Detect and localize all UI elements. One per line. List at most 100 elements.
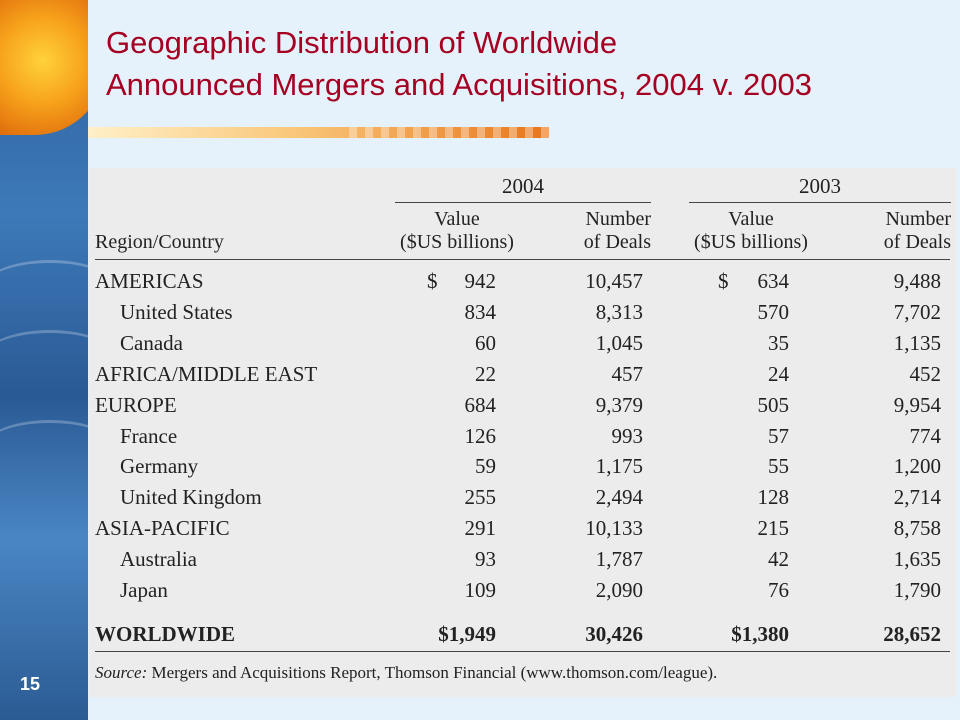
total-row: WORLDWIDE $1,949 30,426 $1,380 28,652 <box>89 622 956 652</box>
value-2004-header: Value ($US billions) <box>382 208 532 254</box>
value-2003: 76 <box>768 578 789 602</box>
deals-2004: 993 <box>611 423 644 448</box>
year-2003-header: 2003 <box>799 174 841 198</box>
table-row: AFRICA/MIDDLE EAST 22 457 24 452 <box>89 362 956 392</box>
value-2003: 55 <box>768 454 789 479</box>
total-label: WORLDWIDE <box>95 622 236 646</box>
row-name: EUROPE <box>95 392 177 417</box>
value-2003: 570 <box>757 299 790 324</box>
deals-2003: 1,635 <box>893 547 941 572</box>
header-line: ($US billions) <box>694 231 808 253</box>
deals-2004: 2,090 <box>595 578 643 602</box>
divider <box>395 202 651 203</box>
header-line: ($US billions) <box>400 231 514 253</box>
value-2003: 634 <box>757 269 790 293</box>
deals-2003: 1,200 <box>893 454 941 479</box>
value-2003: 505 <box>757 392 790 417</box>
row-name: Japan <box>120 578 168 602</box>
table-row: Canada 60 1,045 35 1,135 <box>89 331 956 361</box>
deals-2003: 1,790 <box>893 578 941 602</box>
slide-number: 15 <box>20 674 41 694</box>
value-2003: 215 <box>757 516 790 541</box>
value-2003-header: Value ($US billions) <box>676 208 826 254</box>
value-2004: 255 <box>464 485 497 510</box>
value-2003: 35 <box>768 330 789 355</box>
value-2004: 59 <box>475 454 496 479</box>
divider <box>689 202 951 203</box>
row-name: AMERICAS <box>95 269 204 293</box>
value-2004: 942 <box>464 269 497 293</box>
table-row: United States 834 8,313 570 7,702 <box>89 300 956 330</box>
deals-2003: 1,135 <box>893 330 941 355</box>
year-2004-header: 2004 <box>502 174 544 198</box>
source-text: Mergers and Acquisitions Report, Thomson… <box>147 663 718 682</box>
table-row: EUROPE 684 9,379 505 9,954 <box>89 393 956 423</box>
currency-sign: $ <box>718 269 729 293</box>
title-line-1: Geographic Distribution of Worldwide <box>106 25 618 60</box>
header-line: Number <box>885 208 951 230</box>
value-2004: 834 <box>464 299 497 324</box>
deals-2004: 8,313 <box>595 299 643 324</box>
table-row: Germany 59 1,175 55 1,200 <box>89 454 956 484</box>
table-row: France 126 993 57 774 <box>89 424 956 454</box>
value-2003: 42 <box>768 547 789 572</box>
value-2004: 22 <box>475 361 496 386</box>
header-line: of Deals <box>583 231 651 253</box>
value-2003: 128 <box>757 485 790 510</box>
swirl-decoration <box>0 420 88 483</box>
deals-2004: 457 <box>611 361 644 386</box>
table-row: AMERICAS $942 10,457 $634 9,488 <box>89 269 956 299</box>
value-2004: 126 <box>464 423 497 448</box>
table-row: United Kingdom 255 2,494 128 2,714 <box>89 485 956 515</box>
total-value-2004: $1,949 <box>438 622 496 646</box>
row-name: Germany <box>120 454 199 479</box>
value-2004: 93 <box>475 547 496 572</box>
deals-2003: 9,488 <box>893 269 941 293</box>
source-label: Source: <box>95 663 148 682</box>
header-line: of Deals <box>883 231 951 253</box>
deals-2004: 1,175 <box>595 454 643 479</box>
region-column-header: Region/Country <box>95 231 224 253</box>
value-2004: 60 <box>475 330 496 355</box>
orange-orb-decoration <box>0 0 88 135</box>
deals-2004: 1,045 <box>595 330 643 355</box>
deals-2004: 2,494 <box>595 485 643 510</box>
row-name: Canada <box>120 330 183 355</box>
value-2004: 684 <box>464 392 497 417</box>
deals-2003: 452 <box>909 361 942 386</box>
deals-2003: 2,714 <box>893 485 941 510</box>
value-2003: 24 <box>768 361 789 386</box>
deals-2003: 8,758 <box>893 516 941 541</box>
value-2004: 291 <box>464 516 497 541</box>
deals-2004: 10,133 <box>585 516 643 541</box>
header-line: Number <box>585 208 651 230</box>
swirl-decoration <box>0 260 88 323</box>
row-name: France <box>120 423 178 448</box>
header-line: Value <box>434 208 480 230</box>
deals-2004: 9,379 <box>595 392 643 417</box>
deals-2004: 1,787 <box>595 547 643 572</box>
row-name: ASIA-PACIFIC <box>95 516 230 541</box>
deals-2004-header: Number of Deals <box>584 208 651 254</box>
currency-sign: $ <box>427 269 438 293</box>
row-name: United Kingdom <box>120 485 262 510</box>
header-line: Value <box>728 208 774 230</box>
deals-2003: 7,702 <box>893 299 941 324</box>
row-name: Australia <box>120 547 197 572</box>
table-row: Australia 93 1,787 42 1,635 <box>89 547 956 577</box>
deals-2004: 10,457 <box>585 269 643 293</box>
row-name: United States <box>120 299 233 324</box>
table-row: Japan 109 2,090 76 1,790 <box>89 578 956 608</box>
title-line-2: Announced Mergers and Acquisitions, 2004… <box>106 67 813 102</box>
ma-table: 2004 2003 Region/Country Value ($US bill… <box>89 168 956 697</box>
slide-title: Geographic Distribution of Worldwide Ann… <box>106 22 956 106</box>
accent-bar <box>88 127 549 138</box>
total-deals-2003: 28,652 <box>883 622 941 646</box>
divider <box>95 259 950 260</box>
total-deals-2004: 30,426 <box>585 622 643 646</box>
table-row: ASIA-PACIFIC 291 10,133 215 8,758 <box>89 516 956 546</box>
divider <box>95 651 950 652</box>
value-2003: 57 <box>768 423 789 448</box>
source-note: Source: Mergers and Acquisitions Report,… <box>95 663 717 683</box>
deals-2003: 9,954 <box>893 392 941 417</box>
